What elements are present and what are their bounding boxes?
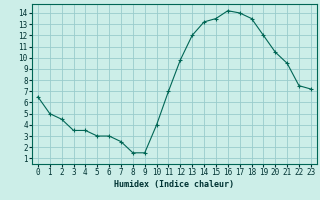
X-axis label: Humidex (Indice chaleur): Humidex (Indice chaleur) (115, 180, 234, 189)
